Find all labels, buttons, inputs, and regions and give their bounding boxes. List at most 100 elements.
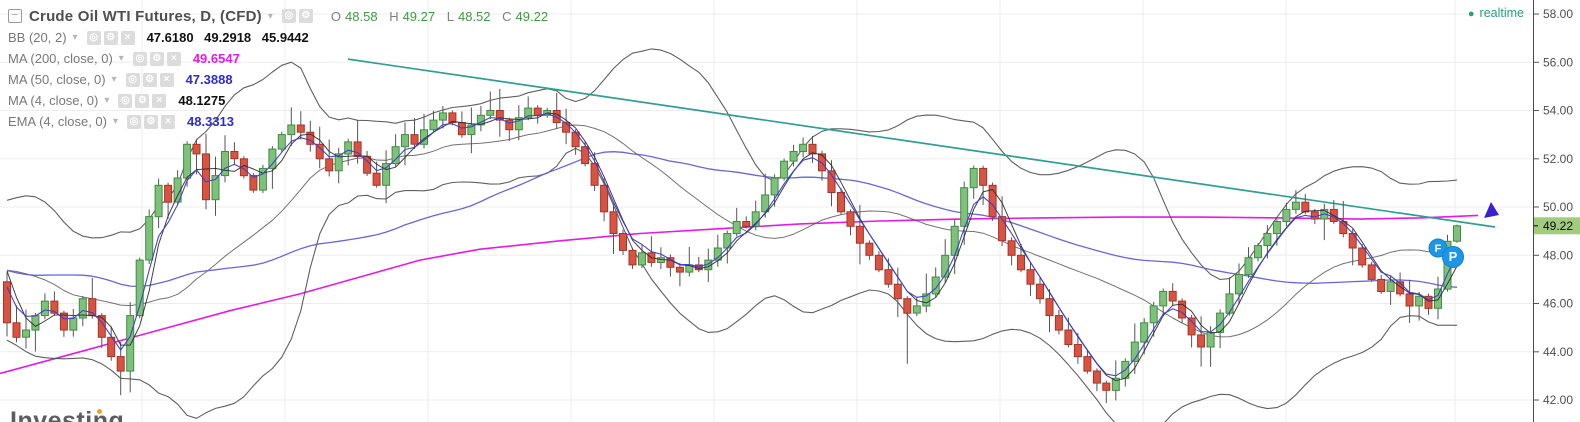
candle-up [950, 225, 959, 256]
visibility-toggle-icon[interactable]: ◎ [127, 114, 142, 129]
indicator-value: 48.1275 [178, 93, 226, 108]
candle-down [107, 336, 116, 358]
candle-up [287, 124, 296, 136]
chevron-down-icon[interactable]: ▾ [104, 95, 110, 106]
candle-down [448, 112, 457, 124]
candle-down [846, 211, 855, 227]
candle-up [1415, 295, 1424, 307]
candle-down [505, 119, 514, 131]
symbol-title: Crude Oil WTI Futures, D, (CFD) [29, 7, 262, 25]
symbol-title-row: − Crude Oil WTI Futures, D, (CFD) ▾ ◎ ⚙ … [8, 5, 548, 27]
candle-down [742, 221, 751, 227]
descending-trendline[interactable] [347, 58, 1496, 228]
candle-up [277, 134, 286, 150]
bollinger-lower-band [6, 147, 1458, 422]
y-axis-tick-label: 58.00 [1543, 7, 1573, 21]
remove-icon[interactable]: × [120, 30, 135, 45]
candle-up [1159, 290, 1168, 307]
close-value: 49.22 [515, 8, 549, 24]
price-axis-background[interactable] [1534, 0, 1580, 422]
candle-down [666, 257, 675, 268]
price-axis[interactable]: 58.00 56.00 54.00 52.00 50.00 48.00 46.00 44.00… [1533, 0, 1580, 422]
candle-down [1310, 211, 1319, 220]
candle-up [524, 107, 533, 119]
settings-gear-icon[interactable]: ⚙ [103, 30, 118, 45]
realtime-dot-icon: ● [1467, 8, 1475, 20]
candle-up [1206, 332, 1215, 348]
indicator-row-ma200: MA (200, close, 0) ▾ ◎ ⚙ × 49.6547 [8, 48, 548, 69]
high-value: 49.27 [402, 8, 436, 24]
settings-gear-icon[interactable]: ⚙ [298, 9, 313, 23]
candle-down [116, 356, 125, 372]
watermark-orange-dot-icon [97, 409, 102, 414]
settings-gear-icon[interactable]: ⚙ [135, 93, 150, 108]
candle-down [1083, 356, 1092, 372]
ma50-line [6, 151, 1458, 288]
candle-down [353, 141, 362, 157]
candle-down [315, 143, 324, 160]
grid-layer [0, 0, 1533, 422]
chevron-down-icon[interactable]: ▾ [72, 32, 78, 43]
candle-up [69, 317, 78, 331]
indicator-label: MA (50, close, 0) [8, 72, 106, 87]
chevron-down-icon[interactable]: ▾ [118, 53, 124, 64]
indicator-label: BB (20, 2) [8, 30, 67, 45]
candle-down [571, 131, 580, 148]
remove-icon[interactable]: × [161, 114, 176, 129]
close-label: C [502, 8, 512, 24]
settings-gear-icon[interactable]: ⚙ [144, 114, 159, 129]
candle-down [1036, 283, 1044, 300]
bollinger-upper-band [6, 48, 1458, 281]
candle-up [467, 124, 476, 136]
realtime-status: ● realtime [1468, 6, 1524, 20]
legend-collapse-icon[interactable]: − [8, 9, 22, 23]
candle-down [1102, 382, 1111, 391]
settings-gear-icon[interactable]: ⚙ [149, 51, 164, 66]
candle-down [192, 143, 201, 155]
candle-up [789, 151, 798, 162]
fp-badge-circle [1442, 246, 1464, 268]
chevron-down-icon[interactable]: ▾ [267, 10, 273, 22]
candle-up [1244, 257, 1253, 276]
visibility-toggle-icon[interactable]: ◎ [132, 51, 147, 66]
visibility-toggle-icon[interactable]: ◎ [118, 93, 133, 108]
candle-down [855, 225, 864, 244]
candle-down [495, 110, 504, 121]
candle-up [1235, 274, 1243, 295]
candle-up [173, 177, 182, 203]
open-label: O [330, 8, 342, 24]
visibility-toggle-icon[interactable]: ◎ [86, 30, 101, 45]
remove-icon[interactable]: × [166, 51, 181, 66]
candle-down [1073, 344, 1082, 358]
triangle-marker-icon[interactable] [1484, 202, 1499, 218]
y-axis-tick-label: 42.00 [1543, 393, 1573, 407]
remove-icon[interactable]: × [159, 72, 174, 87]
visibility-toggle-icon[interactable]: ◎ [281, 9, 296, 23]
candle-up [154, 184, 163, 218]
candle-up [912, 305, 921, 314]
candle-up [780, 160, 789, 179]
low-value: 48.52 [457, 8, 491, 24]
candle-up [22, 329, 30, 338]
candle-down [874, 254, 883, 271]
candle-up [1272, 221, 1281, 235]
candle-down [628, 249, 637, 266]
chevron-down-icon[interactable]: ▾ [112, 116, 119, 127]
visibility-toggle-icon[interactable]: ◎ [125, 72, 140, 87]
candle-down [59, 312, 68, 331]
candle-down [1405, 293, 1414, 307]
candle-up [382, 163, 391, 186]
indicator-value: 48.3313 [187, 114, 235, 129]
chevron-down-icon[interactable]: ▾ [111, 74, 117, 85]
y-axis-tick-label: 52.00 [1543, 152, 1573, 166]
y-axis-tick-label: 44.00 [1543, 345, 1573, 359]
candle-up [344, 141, 353, 155]
settings-gear-icon[interactable]: ⚙ [142, 72, 157, 87]
candle-up [258, 167, 267, 191]
remove-icon[interactable]: × [152, 93, 167, 108]
y-axis-tick-label: 56.00 [1543, 56, 1573, 70]
indicator-value: 47.6180 49.2918 45.9442 [146, 30, 309, 45]
